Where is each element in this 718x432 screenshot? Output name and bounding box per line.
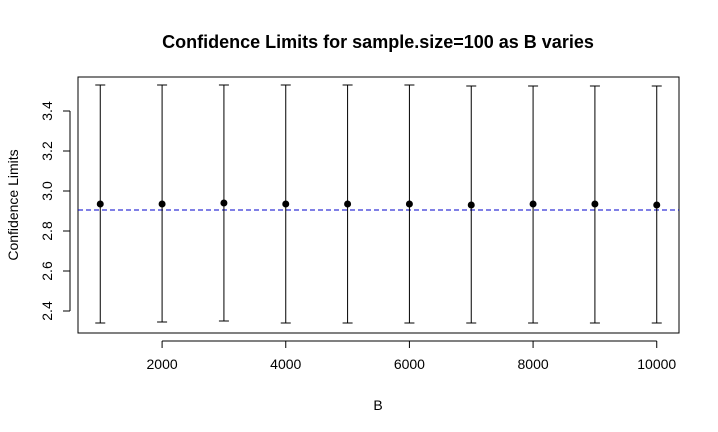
data-point — [467, 201, 475, 209]
data-point — [158, 200, 166, 208]
data-point — [529, 200, 537, 208]
data-point — [220, 199, 228, 207]
x-tick-label: 6000 — [394, 356, 425, 372]
y-axis-label: Confidence Limits — [5, 149, 21, 260]
chart-title: Confidence Limits for sample.size=100 as… — [162, 32, 594, 52]
data-point — [344, 200, 352, 208]
x-axis-label: B — [373, 397, 382, 413]
errorbars-layer — [95, 84, 662, 324]
data-point — [591, 200, 599, 208]
x-axis: 2000 4000 6000 8000 10000 — [147, 340, 676, 372]
y-tick-label: 2.4 — [39, 301, 55, 321]
plot-area-box — [77, 76, 680, 334]
x-tick-label: 2000 — [147, 356, 178, 372]
data-point — [653, 201, 661, 209]
data-point — [405, 200, 413, 208]
y-tick-label: 2.8 — [39, 221, 55, 241]
y-axis: 2.4 2.6 2.8 3.0 3.2 3.4 — [39, 101, 71, 321]
y-tick-label: 3.4 — [39, 101, 55, 121]
x-tick-label: 10000 — [637, 356, 676, 372]
x-tick-label: 8000 — [518, 356, 549, 372]
y-tick-label: 2.6 — [39, 261, 55, 281]
data-point — [96, 200, 104, 208]
points-layer — [96, 199, 661, 209]
y-tick-label: 3.0 — [39, 181, 55, 201]
x-tick-label: 4000 — [270, 356, 301, 372]
y-tick-label: 3.2 — [39, 141, 55, 161]
data-point — [282, 200, 290, 208]
